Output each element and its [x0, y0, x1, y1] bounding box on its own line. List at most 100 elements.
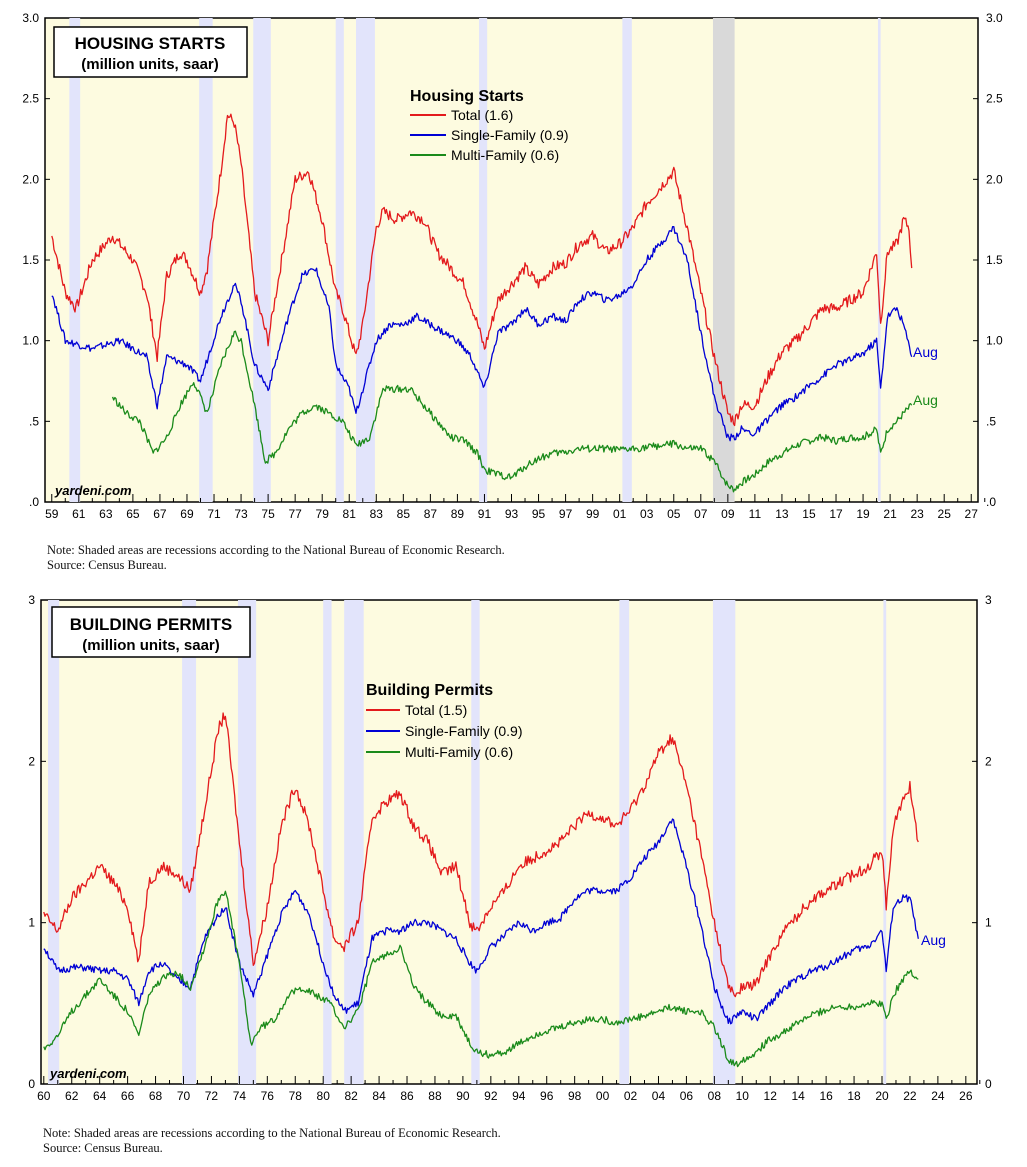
x-tick-label: 79: [316, 507, 330, 521]
recession-band: [712, 600, 736, 1084]
y-tick-label: 1: [985, 916, 992, 930]
x-tick-label: 67: [153, 507, 167, 521]
x-tick-label: 91: [478, 507, 492, 521]
recession-bands: [47, 600, 887, 1084]
recession-band: [199, 18, 213, 502]
x-tick-label: 95: [532, 507, 546, 521]
x-tick-label: 75: [261, 507, 275, 521]
series-line: [111, 330, 913, 493]
legend-label-single: Single-Family (0.9): [451, 127, 568, 143]
x-tick-label: 65: [126, 507, 140, 521]
x-tick-label: 72: [205, 1089, 219, 1103]
y-tick-label: 0: [28, 1077, 35, 1091]
x-tick-label: 06: [680, 1089, 694, 1103]
recession-bands: [69, 18, 881, 502]
x-tick-label: 27: [965, 507, 979, 521]
plot-background: [40, 599, 978, 1085]
x-tick-label: 85: [397, 507, 411, 521]
note-text: Note: Shaded areas are recessions accord…: [43, 1126, 501, 1140]
x-tick-label: 01: [613, 507, 627, 521]
x-tick-label: 08: [708, 1089, 722, 1103]
y-tick-label: 1.5: [986, 253, 1003, 267]
recession-band: [237, 600, 257, 1084]
title-box: BUILDING PERMITS (million units, saar): [51, 606, 251, 658]
y-tick-label: .5: [29, 414, 39, 428]
recession-band: [182, 600, 197, 1084]
recession-band: [712, 18, 735, 502]
x-tick-label: 71: [207, 507, 221, 521]
recession-band: [479, 18, 488, 502]
x-tick-label: 76: [261, 1089, 275, 1103]
x-tick-label: 02: [624, 1089, 638, 1103]
x-tick-label: 17: [829, 507, 843, 521]
x-tick-label: 09: [721, 507, 735, 521]
title-box: HOUSING STARTS (million units, saar): [53, 26, 248, 78]
housing-starts-plot: .0 .0 .5 .5 1.0 1.0 1.5 1.5 2.0 2.0 2.5 2.5 3.0 3.0 59…: [22, 11, 1003, 521]
x-tick-label: 11: [749, 507, 762, 521]
series-line: [43, 712, 919, 998]
x-tick-label: 62: [65, 1089, 79, 1103]
recession-band: [877, 18, 881, 502]
chart-title: BUILDING PERMITS: [70, 615, 232, 634]
axes: .0 .0 .5 .5 1.0 1.0 1.5 1.5 2.0 2.0 2.5 2.5 3.0 3.0 59…: [22, 11, 1003, 521]
x-tick-label: 90: [456, 1089, 470, 1103]
x-tick-label: 19: [856, 507, 870, 521]
x-tick-label: 64: [93, 1089, 107, 1103]
x-tick-label: 15: [802, 507, 816, 521]
x-tick-label: 22: [903, 1089, 917, 1103]
x-tick-label: 13: [775, 507, 789, 521]
y-tick-label: 2.5: [986, 92, 1003, 106]
x-tick-label: 83: [370, 507, 384, 521]
x-tick-label: 05: [667, 507, 681, 521]
x-tick-label: 70: [177, 1089, 191, 1103]
x-tick-label: 12: [764, 1089, 778, 1103]
x-tick-label: 04: [652, 1089, 666, 1103]
x-tick-label: 18: [847, 1089, 861, 1103]
x-tick-label: 94: [512, 1089, 526, 1103]
series-line: [51, 225, 913, 442]
y-tick-label: 0: [985, 1077, 992, 1091]
chart-subtitle: (million units, saar): [82, 637, 220, 654]
x-tick-label: 20: [875, 1089, 889, 1103]
x-tick-label: 10: [736, 1089, 750, 1103]
x-tick-label: 00: [596, 1089, 610, 1103]
x-tick-label: 81: [343, 507, 357, 521]
recession-band: [323, 600, 332, 1084]
note-block-b: Note: Shaded areas are recessions accord…: [43, 1126, 501, 1156]
recession-band: [622, 18, 632, 502]
source-text: Source: Census Bureau.: [47, 558, 167, 572]
watermark: yardeni.com: [54, 483, 132, 498]
chart-subtitle: (million units, saar): [81, 56, 219, 73]
y-tick-label: 2.0: [22, 172, 39, 186]
recession-band: [47, 600, 60, 1084]
end-label-single: Aug: [921, 932, 946, 948]
y-tick-label: 3: [28, 593, 35, 607]
x-tick-label: 92: [484, 1089, 498, 1103]
y-tick-label: 3.0: [986, 11, 1003, 25]
note-text: Note: Shaded areas are recessions accord…: [47, 543, 505, 557]
series-line: [51, 113, 913, 427]
y-tick-label: 2.0: [986, 172, 1003, 186]
x-tick-label: 14: [792, 1089, 806, 1103]
y-tick-label: 1.0: [22, 334, 39, 348]
recession-band: [471, 600, 480, 1084]
x-tick-label: 96: [540, 1089, 554, 1103]
legend: Housing Starts Total (1.6) Single-Family…: [410, 88, 568, 163]
x-tick-label: 87: [424, 507, 438, 521]
x-tick-label: 26: [959, 1089, 973, 1103]
source-text: Source: Census Bureau.: [43, 1141, 163, 1155]
x-tick-label: 73: [234, 507, 248, 521]
x-tick-label: 82: [344, 1089, 358, 1103]
axes: 0 01 12 23 360 62 64 66 68 70 72 74 76 78 80 82 84 86 88 90…: [28, 593, 992, 1103]
series-lines: [43, 712, 919, 1068]
recession-band: [253, 18, 271, 502]
x-tick-label: 78: [289, 1089, 303, 1103]
y-tick-label: .5: [986, 414, 996, 428]
y-tick-label: .0: [986, 495, 996, 509]
end-label-single: Aug: [913, 344, 938, 360]
legend-title: Housing Starts: [410, 88, 524, 105]
series-lines: [51, 113, 913, 493]
x-tick-label: 07: [694, 507, 708, 521]
y-tick-label: 3: [985, 593, 992, 607]
x-tick-label: 98: [568, 1089, 582, 1103]
